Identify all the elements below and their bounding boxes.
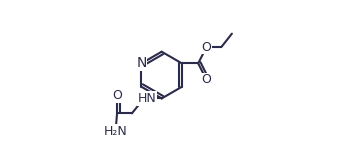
Text: H₂N: H₂N: [104, 125, 127, 138]
Text: O: O: [201, 73, 211, 86]
Text: O: O: [112, 89, 122, 102]
Text: N: N: [136, 56, 147, 70]
Text: O: O: [201, 41, 211, 54]
Text: HN: HN: [137, 92, 156, 105]
